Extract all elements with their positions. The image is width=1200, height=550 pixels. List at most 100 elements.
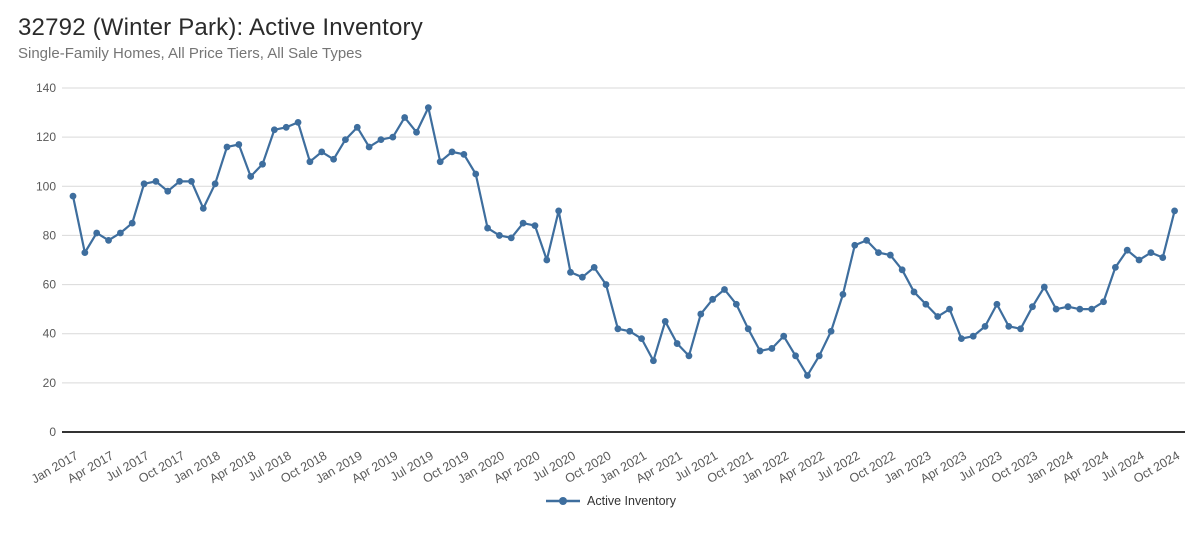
data-point[interactable] (1100, 298, 1107, 306)
data-point[interactable] (661, 318, 669, 325)
data-point[interactable] (851, 241, 859, 249)
data-point[interactable] (1005, 322, 1013, 330)
data-point[interactable] (460, 150, 468, 158)
data-point[interactable] (969, 332, 977, 340)
data-point[interactable] (1017, 325, 1025, 333)
data-point[interactable] (270, 126, 278, 134)
data-point[interactable] (614, 325, 622, 333)
data-point[interactable] (1088, 305, 1096, 313)
data-point[interactable] (1111, 263, 1119, 271)
data-point[interactable] (993, 300, 1001, 308)
data-point[interactable] (436, 158, 444, 166)
data-point[interactable] (1040, 283, 1048, 291)
data-point[interactable] (804, 372, 811, 379)
data-point[interactable] (1123, 246, 1131, 254)
y-tick-label: 60 (43, 278, 57, 292)
data-point[interactable] (578, 273, 586, 281)
data-point[interactable] (128, 219, 136, 227)
data-point[interactable] (756, 347, 764, 355)
data-point[interactable] (543, 256, 551, 264)
data-point[interactable] (519, 219, 527, 227)
data-point[interactable] (1135, 256, 1143, 264)
data-point[interactable] (732, 300, 740, 308)
data-point[interactable] (815, 352, 823, 360)
data-point[interactable] (1052, 305, 1060, 313)
data-point[interactable] (188, 177, 195, 185)
data-point[interactable] (1029, 303, 1036, 311)
chart-subtitle: Single-Family Homes, All Price Tiers, Al… (18, 45, 363, 62)
data-point[interactable] (353, 123, 361, 131)
data-point[interactable] (294, 119, 302, 126)
data-point[interactable] (886, 251, 894, 259)
data-point[interactable] (247, 173, 255, 180)
data-point[interactable] (744, 325, 752, 333)
data-point[interactable] (164, 187, 172, 195)
data-point[interactable] (507, 234, 515, 242)
data-point[interactable] (590, 263, 598, 271)
data-point[interactable] (93, 229, 101, 237)
data-point[interactable] (1076, 305, 1084, 313)
data-point[interactable] (81, 249, 89, 257)
data-point[interactable] (282, 123, 290, 131)
data-point[interactable] (946, 305, 953, 313)
data-point[interactable] (957, 335, 965, 343)
data-point[interactable] (199, 205, 207, 212)
data-point[interactable] (377, 136, 385, 143)
data-point[interactable] (342, 136, 349, 143)
data-point[interactable] (1171, 207, 1178, 215)
data-point[interactable] (69, 192, 77, 200)
data-point[interactable] (484, 224, 491, 232)
data-point[interactable] (650, 357, 657, 365)
data-point[interactable] (223, 143, 231, 151)
data-point[interactable] (330, 155, 337, 163)
data-point[interactable] (116, 229, 124, 237)
data-point[interactable] (448, 148, 456, 156)
data-point[interactable] (910, 288, 918, 296)
data-point[interactable] (318, 148, 326, 156)
legend-item-active-inventory[interactable]: Active Inventory (546, 494, 676, 508)
data-point[interactable] (898, 266, 906, 274)
data-point[interactable] (401, 114, 409, 121)
data-point[interactable] (673, 340, 681, 347)
data-point[interactable] (567, 268, 574, 276)
data-point[interactable] (602, 281, 610, 288)
data-point[interactable] (413, 128, 420, 136)
data-point[interactable] (1159, 254, 1167, 261)
data-point[interactable] (827, 327, 835, 335)
data-point[interactable] (105, 236, 112, 244)
data-point[interactable] (934, 313, 942, 320)
data-point[interactable] (922, 300, 930, 308)
data-point[interactable] (152, 177, 160, 185)
data-point[interactable] (424, 104, 432, 112)
data-point[interactable] (140, 180, 148, 188)
data-point[interactable] (259, 160, 266, 168)
data-point[interactable] (709, 295, 717, 303)
data-point[interactable] (780, 332, 788, 340)
data-point[interactable] (792, 352, 799, 360)
data-point[interactable] (981, 322, 989, 330)
data-point[interactable] (235, 141, 243, 148)
data-point[interactable] (863, 236, 871, 244)
data-point[interactable] (555, 207, 563, 215)
data-point[interactable] (685, 352, 693, 360)
data-point[interactable] (768, 345, 776, 352)
y-tick-label: 100 (36, 179, 56, 193)
data-point[interactable] (176, 177, 184, 185)
data-point[interactable] (365, 143, 373, 151)
data-point[interactable] (721, 286, 728, 293)
data-point[interactable] (697, 310, 705, 318)
data-point[interactable] (389, 133, 397, 141)
data-point[interactable] (496, 232, 503, 239)
data-point[interactable] (626, 327, 634, 335)
data-point[interactable] (875, 249, 882, 257)
data-point[interactable] (211, 180, 219, 188)
data-point[interactable] (1147, 249, 1155, 257)
data-point[interactable] (1064, 303, 1072, 311)
data-point[interactable] (839, 291, 847, 298)
data-point[interactable] (306, 158, 314, 166)
data-point[interactable] (531, 222, 539, 230)
y-tick-label: 0 (49, 425, 56, 439)
data-point[interactable] (638, 335, 645, 343)
data-point[interactable] (472, 170, 480, 178)
